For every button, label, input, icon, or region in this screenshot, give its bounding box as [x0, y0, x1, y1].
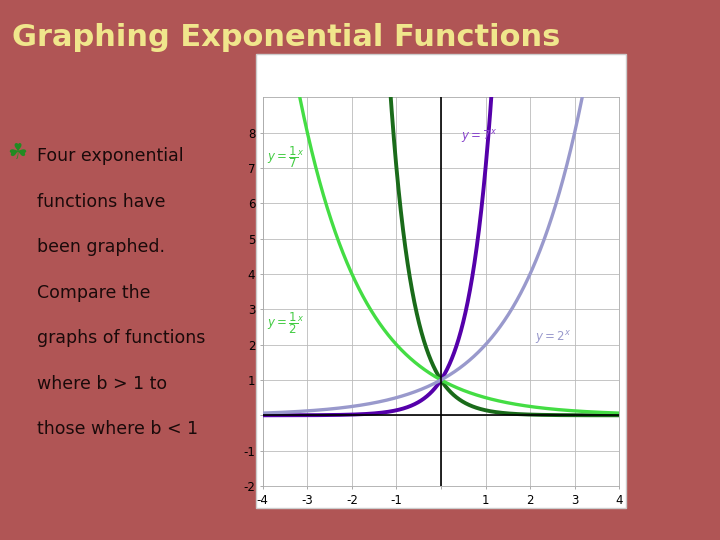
- Text: Graphing Exponential Functions: Graphing Exponential Functions: [12, 23, 561, 52]
- Text: $y = \dfrac{1}{2}^{x}$: $y = \dfrac{1}{2}^{x}$: [267, 310, 305, 336]
- Text: those where b < 1: those where b < 1: [37, 420, 198, 438]
- Text: $y = 7^{x}$: $y = 7^{x}$: [461, 128, 498, 145]
- Text: where b > 1 to: where b > 1 to: [37, 375, 167, 393]
- Text: Compare the: Compare the: [37, 284, 150, 302]
- Text: functions have: functions have: [37, 193, 166, 211]
- Text: graphs of functions: graphs of functions: [37, 329, 205, 347]
- Text: Four exponential: Four exponential: [37, 147, 184, 165]
- Text: ☘: ☘: [7, 143, 27, 163]
- Text: $y = 2^{x}$: $y = 2^{x}$: [534, 329, 571, 346]
- Text: been graphed.: been graphed.: [37, 238, 165, 256]
- Text: $y = \dfrac{1}{7}^{x}$: $y = \dfrac{1}{7}^{x}$: [267, 144, 305, 170]
